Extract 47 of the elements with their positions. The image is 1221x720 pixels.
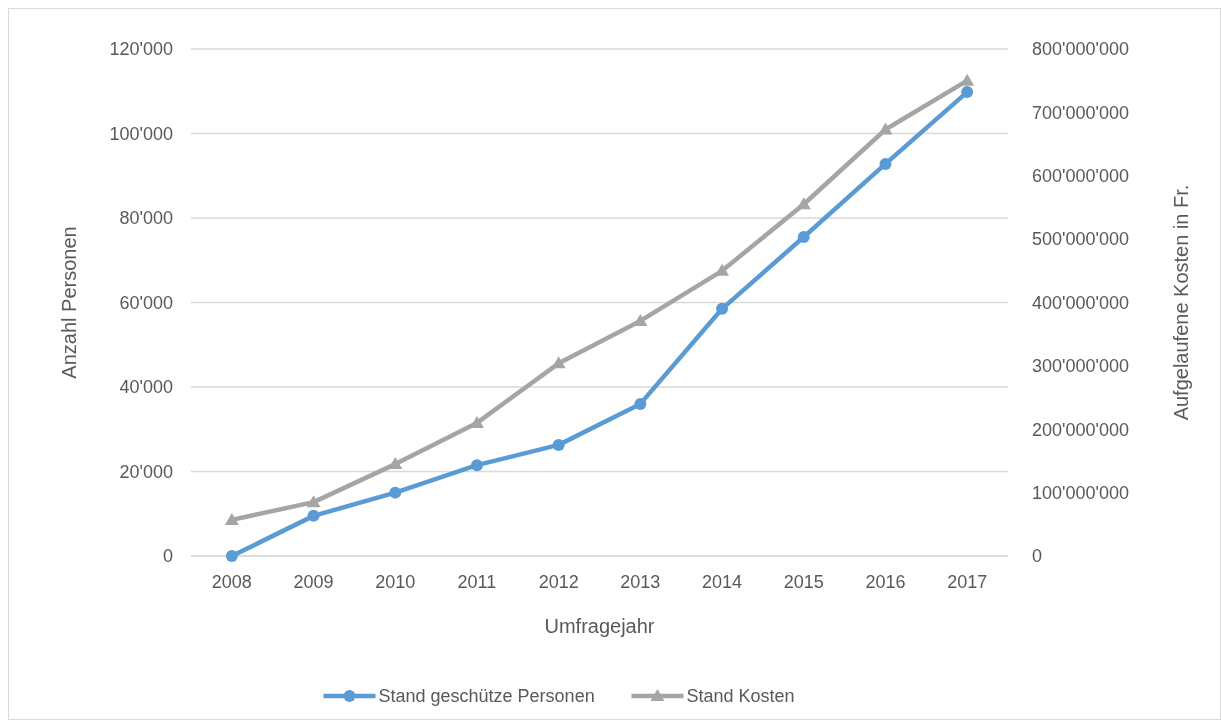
point (307, 509, 320, 522)
x-tick-label: 2012 (538, 572, 579, 592)
point (960, 73, 975, 86)
y-tick-label: 0 (162, 546, 173, 567)
x-tick-label: 2013 (620, 572, 661, 592)
point (388, 457, 403, 470)
legend-label: Stand Kosten (686, 686, 795, 707)
y-tick-label: 100'000 (109, 123, 173, 144)
y2-tick-label: 200'000'000 (1032, 419, 1129, 440)
y2-tick-label: 500'000'000 (1032, 229, 1129, 250)
point (470, 459, 483, 472)
point (225, 550, 238, 562)
x-axis-title: Umfragejahr (544, 615, 655, 637)
y2-tick-label: 0 (1032, 546, 1043, 567)
x-tick-label: 2016 (865, 572, 906, 592)
y-tick-label: 120'000 (109, 39, 173, 60)
x-tick-label: 2014 (702, 572, 743, 592)
point (878, 122, 893, 135)
x-tick-label: 2010 (375, 572, 416, 592)
point (716, 302, 729, 315)
y2-tick-label: 300'000'000 (1032, 356, 1129, 377)
x-tick-label: 2015 (783, 572, 824, 592)
y2-tick-label: 600'000'000 (1032, 166, 1129, 187)
point (961, 86, 974, 99)
point (796, 197, 811, 210)
point (552, 438, 565, 451)
point (879, 157, 892, 170)
x-tick-label: 2011 (457, 572, 497, 592)
y-tick-label: 40'000 (119, 377, 173, 398)
x-tick-label: 2008 (211, 572, 252, 592)
point (306, 495, 321, 508)
point (224, 512, 239, 525)
y2-tick-label: 800'000'000 (1032, 39, 1129, 60)
x-tick-label: 2009 (293, 572, 334, 592)
x-tick-label: 2017 (947, 572, 988, 592)
point (634, 397, 647, 410)
y-axis-title: Anzahl Personen (58, 226, 80, 379)
y2-tick-label: 700'000'000 (1032, 102, 1129, 123)
y2-tick-label: 400'000'000 (1032, 292, 1129, 313)
y-tick-label: 60'000 (119, 292, 173, 313)
legend-label: Stand geschütze Personen (378, 686, 595, 707)
y2-axis-title: Aufgelaufene Kosten in Fr. (1170, 184, 1192, 421)
point (389, 486, 402, 499)
y2-tick-label: 100'000'000 (1032, 482, 1129, 503)
y-tick-label: 20'000 (119, 461, 173, 482)
y-tick-label: 80'000 (119, 208, 173, 229)
point (797, 231, 810, 244)
